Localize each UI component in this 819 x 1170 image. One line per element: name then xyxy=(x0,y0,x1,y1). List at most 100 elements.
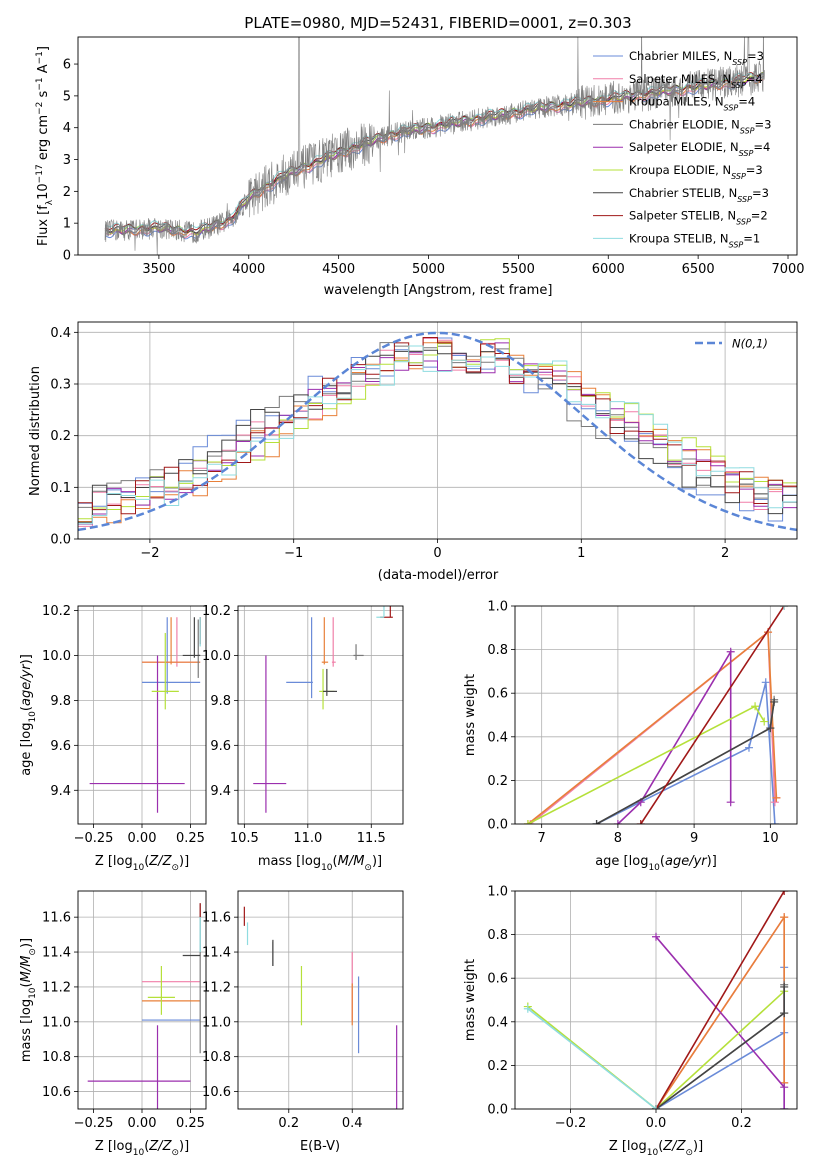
x-tick-label: 8 xyxy=(614,831,622,846)
errorbar-chabrier_elodie xyxy=(353,644,364,660)
y-tick-label: 3 xyxy=(63,153,71,168)
y-tick-label: 11.6 xyxy=(202,911,231,926)
legend-label-salpeter_stelib: Salpeter STELIB, NSSP=2 xyxy=(629,209,768,227)
histogram-chabrier_stelib xyxy=(78,349,797,523)
series-marker xyxy=(652,932,660,941)
plot-area xyxy=(78,331,797,532)
series-kroupa_stelib xyxy=(523,1004,660,1109)
normal-curve xyxy=(78,331,797,532)
errorbar-salpeter_elodie xyxy=(87,1025,191,1109)
series-chabrier_elodie xyxy=(592,695,779,824)
series-marker xyxy=(780,1083,789,1092)
y-tick-label: 11.6 xyxy=(42,911,71,926)
series-marker xyxy=(780,1105,789,1109)
y-axis-label: Flux [fλ10−17 erg cm−2 s−1 A−1] xyxy=(35,46,55,246)
x-tick-label: 2 xyxy=(721,546,729,561)
y-axis-label: Normed distribution xyxy=(28,366,43,496)
x-tick-label: 5000 xyxy=(412,262,445,277)
y-tick-label: 10.2 xyxy=(202,604,231,619)
y-tick-label: 0.2 xyxy=(487,774,508,789)
histogram-kroupa_stelib xyxy=(78,345,797,525)
x-tick-label: 4000 xyxy=(232,262,265,277)
y-tick-label: 11.4 xyxy=(42,946,71,961)
histogram-kroupa_elodie xyxy=(78,338,797,520)
y-tick-label: 0.8 xyxy=(487,643,508,658)
x-tick-label: 7 xyxy=(538,831,546,846)
x-tick-label: 1 xyxy=(577,546,585,561)
series-marker xyxy=(592,820,601,824)
x-axis-label: mass [log10(M/M⊙)] xyxy=(258,854,382,873)
data-spectrum-line xyxy=(104,37,765,255)
series-marker xyxy=(780,606,789,610)
series-kroupa_elodie xyxy=(523,702,769,824)
series-marker xyxy=(726,798,735,807)
plot-area xyxy=(104,37,765,255)
histogram-salpeter_stelib xyxy=(78,337,797,515)
panel-spectrum: 3500 4000 4500 5000 5500 6000 6500 7000 0 1 2 3 4 5 6 w… xyxy=(35,36,805,298)
errorbar-salpeter_elodie xyxy=(253,655,287,813)
y-tick-label: 0.2 xyxy=(487,1059,508,1074)
axes-frame xyxy=(514,890,798,1110)
x-tick-label: 7000 xyxy=(771,262,804,277)
x-axis-label: E(B-V) xyxy=(300,1139,340,1154)
series-line xyxy=(596,682,776,824)
plot-area xyxy=(523,891,789,1109)
series-chabrier_miles xyxy=(592,678,779,824)
plot-area xyxy=(243,906,398,1109)
y-tick-label: 10.8 xyxy=(202,1050,231,1065)
series-salpeter_elodie xyxy=(652,932,789,1109)
panel-mass_vs_Z: −0.25 0.00 0.25 10.6 10.8 11.0 11.2 11.4 11.6 Z [… xyxy=(19,890,207,1158)
legend-label-kroupa_elodie: Kroupa ELODIE, NSSP=3 xyxy=(629,163,763,181)
y-tick-label: 0.6 xyxy=(487,972,508,987)
series-marker xyxy=(770,820,779,824)
axes-frame xyxy=(77,36,798,256)
errorbar-salpeter_elodie xyxy=(89,655,185,813)
y-tick-label: 0.4 xyxy=(487,730,508,745)
series-line xyxy=(655,936,785,1109)
series-marker xyxy=(772,793,781,802)
series-line xyxy=(655,891,785,1109)
series-chabrier_stelib xyxy=(592,697,779,824)
series-line xyxy=(527,705,765,824)
y-tick-label: 10.0 xyxy=(42,649,71,664)
y-tick-label: 0.4 xyxy=(50,326,71,341)
y-tick-label: 0.8 xyxy=(487,928,508,943)
series-line xyxy=(527,630,778,824)
y-tick-label: 9.6 xyxy=(50,739,71,754)
x-tick-label: 10 xyxy=(762,831,779,846)
y-tick-label: 0.1 xyxy=(50,481,71,496)
y-tick-label: 5 xyxy=(63,89,71,104)
x-tick-label: 0.0 xyxy=(646,1116,667,1131)
panel-mass_vs_ebv: 0.2 0.4 10.6 10.8 11.0 11.2 11.4 11.6 E(B-V) xyxy=(202,890,404,1154)
series-marker xyxy=(780,891,789,895)
y-tick-label: 11.0 xyxy=(202,1015,231,1030)
axes-frame xyxy=(514,605,798,825)
x-axis-label: (data-model)/error xyxy=(378,568,499,583)
series-line xyxy=(617,648,732,824)
plot-area xyxy=(253,606,393,813)
y-tick-label: 1.0 xyxy=(487,885,508,900)
x-tick-label: −0.25 xyxy=(74,831,114,846)
figure-title: PLATE=0980, MJD=52431, FIBERID=0001, z=0… xyxy=(244,14,631,32)
y-tick-label: 0.2 xyxy=(50,429,71,444)
series-marker xyxy=(761,678,770,687)
y-tick-label: 11.0 xyxy=(42,1015,71,1030)
y-tick-label: 0.0 xyxy=(487,818,508,833)
panel-massweight_vs_Z: −0.2 0.0 0.2 0.0 0.2 0.4 0.6 0.8 1.0 Z [log10(Z/Z… xyxy=(463,885,798,1158)
axes-frame xyxy=(77,605,207,825)
x-tick-label: −0.25 xyxy=(74,1116,114,1131)
series-marker xyxy=(652,1105,660,1109)
x-tick-label: 0.00 xyxy=(128,831,157,846)
x-tick-label: 9 xyxy=(690,831,698,846)
series-salpeter_miles xyxy=(526,628,781,824)
x-tick-label: 5500 xyxy=(502,262,535,277)
y-tick-label: 0.0 xyxy=(487,1103,508,1118)
series-marker xyxy=(780,1009,789,1018)
x-axis-label: age [log10(age/yr)] xyxy=(595,854,717,873)
y-axis-label: mass weight xyxy=(463,959,478,1041)
legend-label-chabrier_elodie: Chabrier ELODIE, NSSP=3 xyxy=(629,117,771,135)
y-tick-label: 1 xyxy=(63,217,71,232)
y-tick-label: 4 xyxy=(63,121,71,136)
legend: Chabrier MILES, NSSP=3 Salpeter MILES, NS… xyxy=(593,49,771,249)
